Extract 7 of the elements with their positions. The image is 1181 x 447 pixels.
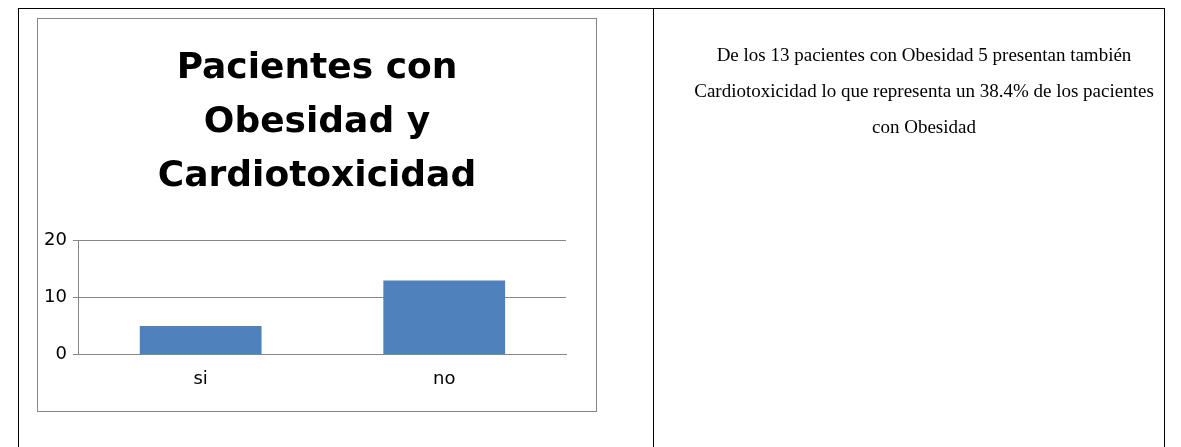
y-tick-label: 20 [44, 228, 67, 250]
y-tick-label: 10 [44, 285, 67, 307]
x-tick-label: no [433, 366, 456, 388]
chart-title: Pacientes con Obesidad y Cardiotoxicidad [156, 44, 478, 196]
y-tick-label: 0 [55, 342, 67, 364]
text: De los 13 pacientes con Obesidad 5 presentan también Cardiotoxicidad lo que representa un 38.4% de los pacientes con Obesidad [693, 43, 1155, 139]
x-tick-label: si [193, 366, 208, 388]
